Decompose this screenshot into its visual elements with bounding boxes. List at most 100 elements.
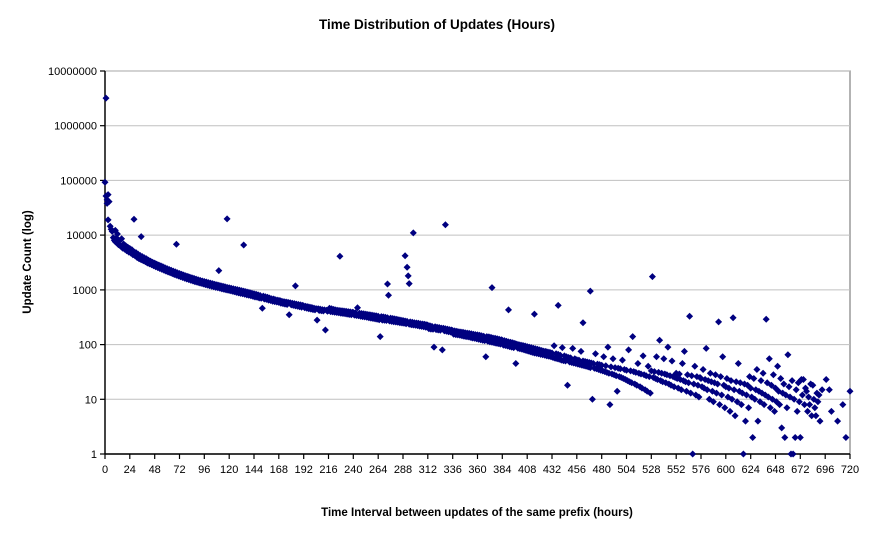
data-point [846, 387, 854, 395]
data-point [803, 387, 810, 395]
data-point [839, 401, 847, 409]
data-point [809, 381, 817, 389]
data-point [675, 370, 683, 378]
data-point [806, 401, 814, 409]
y-axis-title: Update Count (log) [22, 210, 34, 314]
data-point [656, 336, 664, 344]
data-point [577, 347, 585, 355]
data-point [749, 434, 757, 441]
data-point [712, 371, 719, 379]
data-point [101, 178, 109, 186]
data-point [726, 407, 734, 415]
data-point [113, 230, 121, 238]
data-point [586, 287, 594, 295]
data-point [660, 355, 668, 363]
data-point [482, 353, 490, 361]
data-point [743, 391, 750, 399]
data-point [769, 371, 777, 379]
data-point [102, 94, 110, 102]
data-point [762, 315, 770, 323]
data-point [727, 377, 735, 385]
data-point [403, 263, 411, 271]
x-tick-label: 168 [270, 464, 288, 476]
data-point [564, 381, 571, 389]
x-tick-label: 120 [220, 464, 238, 476]
data-point [731, 412, 739, 420]
x-tick-label: 312 [419, 464, 437, 476]
x-tick-label: 288 [394, 464, 412, 476]
data-point [646, 389, 654, 397]
x-tick-label: 576 [692, 464, 710, 476]
data-point [602, 362, 610, 370]
data-point [751, 395, 759, 403]
data-point [586, 364, 594, 372]
data-point [729, 314, 737, 322]
data-point [766, 404, 774, 412]
data-point [678, 360, 686, 367]
data-point [401, 252, 409, 260]
x-tick-label: 240 [344, 464, 362, 476]
data-point [606, 401, 614, 409]
data-point [512, 360, 520, 367]
data-point [634, 360, 642, 367]
data-point [798, 391, 806, 399]
x-tick-label: 264 [369, 464, 387, 476]
data-point [703, 386, 711, 394]
data-point [760, 401, 768, 409]
data-point [789, 450, 797, 458]
x-tick-label: 408 [518, 464, 536, 476]
data-point [815, 391, 823, 399]
x-tick-label: 528 [642, 464, 660, 476]
data-point [702, 344, 710, 352]
data-point [739, 450, 747, 458]
data-point [818, 386, 826, 394]
data-point [765, 355, 773, 363]
x-tick-label: 0 [102, 464, 108, 476]
x-tick-label: 648 [766, 464, 784, 476]
data-point [733, 398, 741, 406]
data-point [653, 353, 660, 361]
data-point [409, 229, 417, 237]
data-point [834, 417, 842, 425]
data-point [780, 380, 788, 388]
x-tick-label: 504 [617, 464, 635, 476]
data-point [757, 377, 765, 385]
x-tick-label: 456 [568, 464, 586, 476]
y-tick-label: 100 [79, 340, 97, 352]
x-tick-label: 360 [468, 464, 486, 476]
data-point [688, 372, 696, 380]
plot-area: 1 10 100 1000 10000 100000 1000000 10000000 0 24 4… [48, 66, 859, 476]
x-tick-label: 720 [841, 464, 859, 476]
data-point [613, 387, 621, 395]
x-tick-label: 144 [245, 464, 263, 476]
data-point [783, 404, 791, 412]
data-point [822, 376, 830, 383]
x-tick-label: 192 [295, 464, 313, 476]
data-point [385, 291, 392, 299]
data-point [639, 352, 647, 360]
data-point [137, 233, 145, 241]
data-point [680, 347, 688, 355]
data-point [354, 304, 361, 312]
data-point [796, 434, 804, 441]
data-point [569, 344, 577, 352]
data-point [714, 380, 722, 388]
data-point [405, 280, 413, 288]
data-point [618, 356, 626, 364]
data-point [785, 383, 793, 391]
data-point [695, 393, 703, 401]
data-point [728, 395, 736, 403]
data-point [105, 198, 113, 206]
data-point [118, 235, 126, 243]
data-point [771, 407, 778, 415]
data-point [677, 386, 685, 394]
data-point [716, 401, 724, 409]
y-tick-label: 1000 [73, 285, 97, 297]
data-point [737, 401, 745, 409]
data-point [609, 355, 617, 363]
data-point [778, 424, 786, 432]
x-axis-title: Time Interval between updates of the sam… [321, 507, 633, 519]
data-point [713, 389, 720, 397]
data-point [554, 301, 562, 309]
